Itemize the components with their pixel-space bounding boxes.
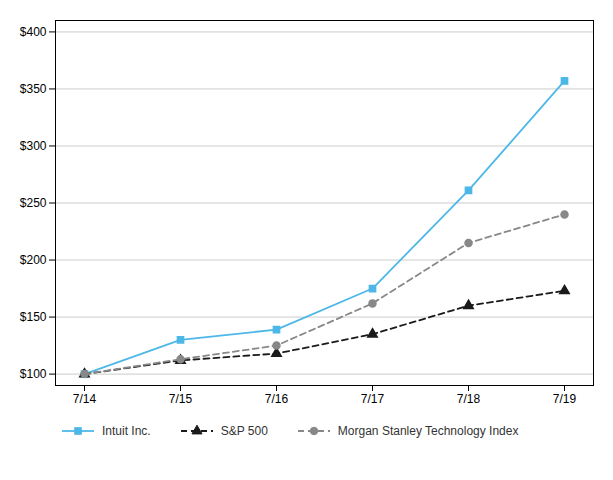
svg-text:7/19: 7/19 bbox=[553, 392, 577, 406]
svg-text:$400: $400 bbox=[20, 25, 47, 39]
svg-text:$350: $350 bbox=[20, 82, 47, 96]
svg-text:$250: $250 bbox=[20, 196, 47, 210]
svg-text:7/17: 7/17 bbox=[361, 392, 385, 406]
svg-text:7/14: 7/14 bbox=[73, 392, 97, 406]
svg-text:$200: $200 bbox=[20, 253, 47, 267]
svg-text:$100: $100 bbox=[20, 367, 47, 381]
html-text:S&P 500: S&P 500 bbox=[220, 424, 268, 438]
svg-text:7/15: 7/15 bbox=[169, 392, 193, 406]
html-text:Intuit Inc.: Intuit Inc. bbox=[102, 424, 151, 438]
svg-text:$150: $150 bbox=[20, 310, 47, 324]
svg-text:$300: $300 bbox=[20, 139, 47, 153]
svg-text:7/18: 7/18 bbox=[457, 392, 481, 406]
html-text:Morgan Stanley Technology Inde: Morgan Stanley Technology Index bbox=[337, 424, 519, 438]
svg-text:7/16: 7/16 bbox=[265, 392, 289, 406]
